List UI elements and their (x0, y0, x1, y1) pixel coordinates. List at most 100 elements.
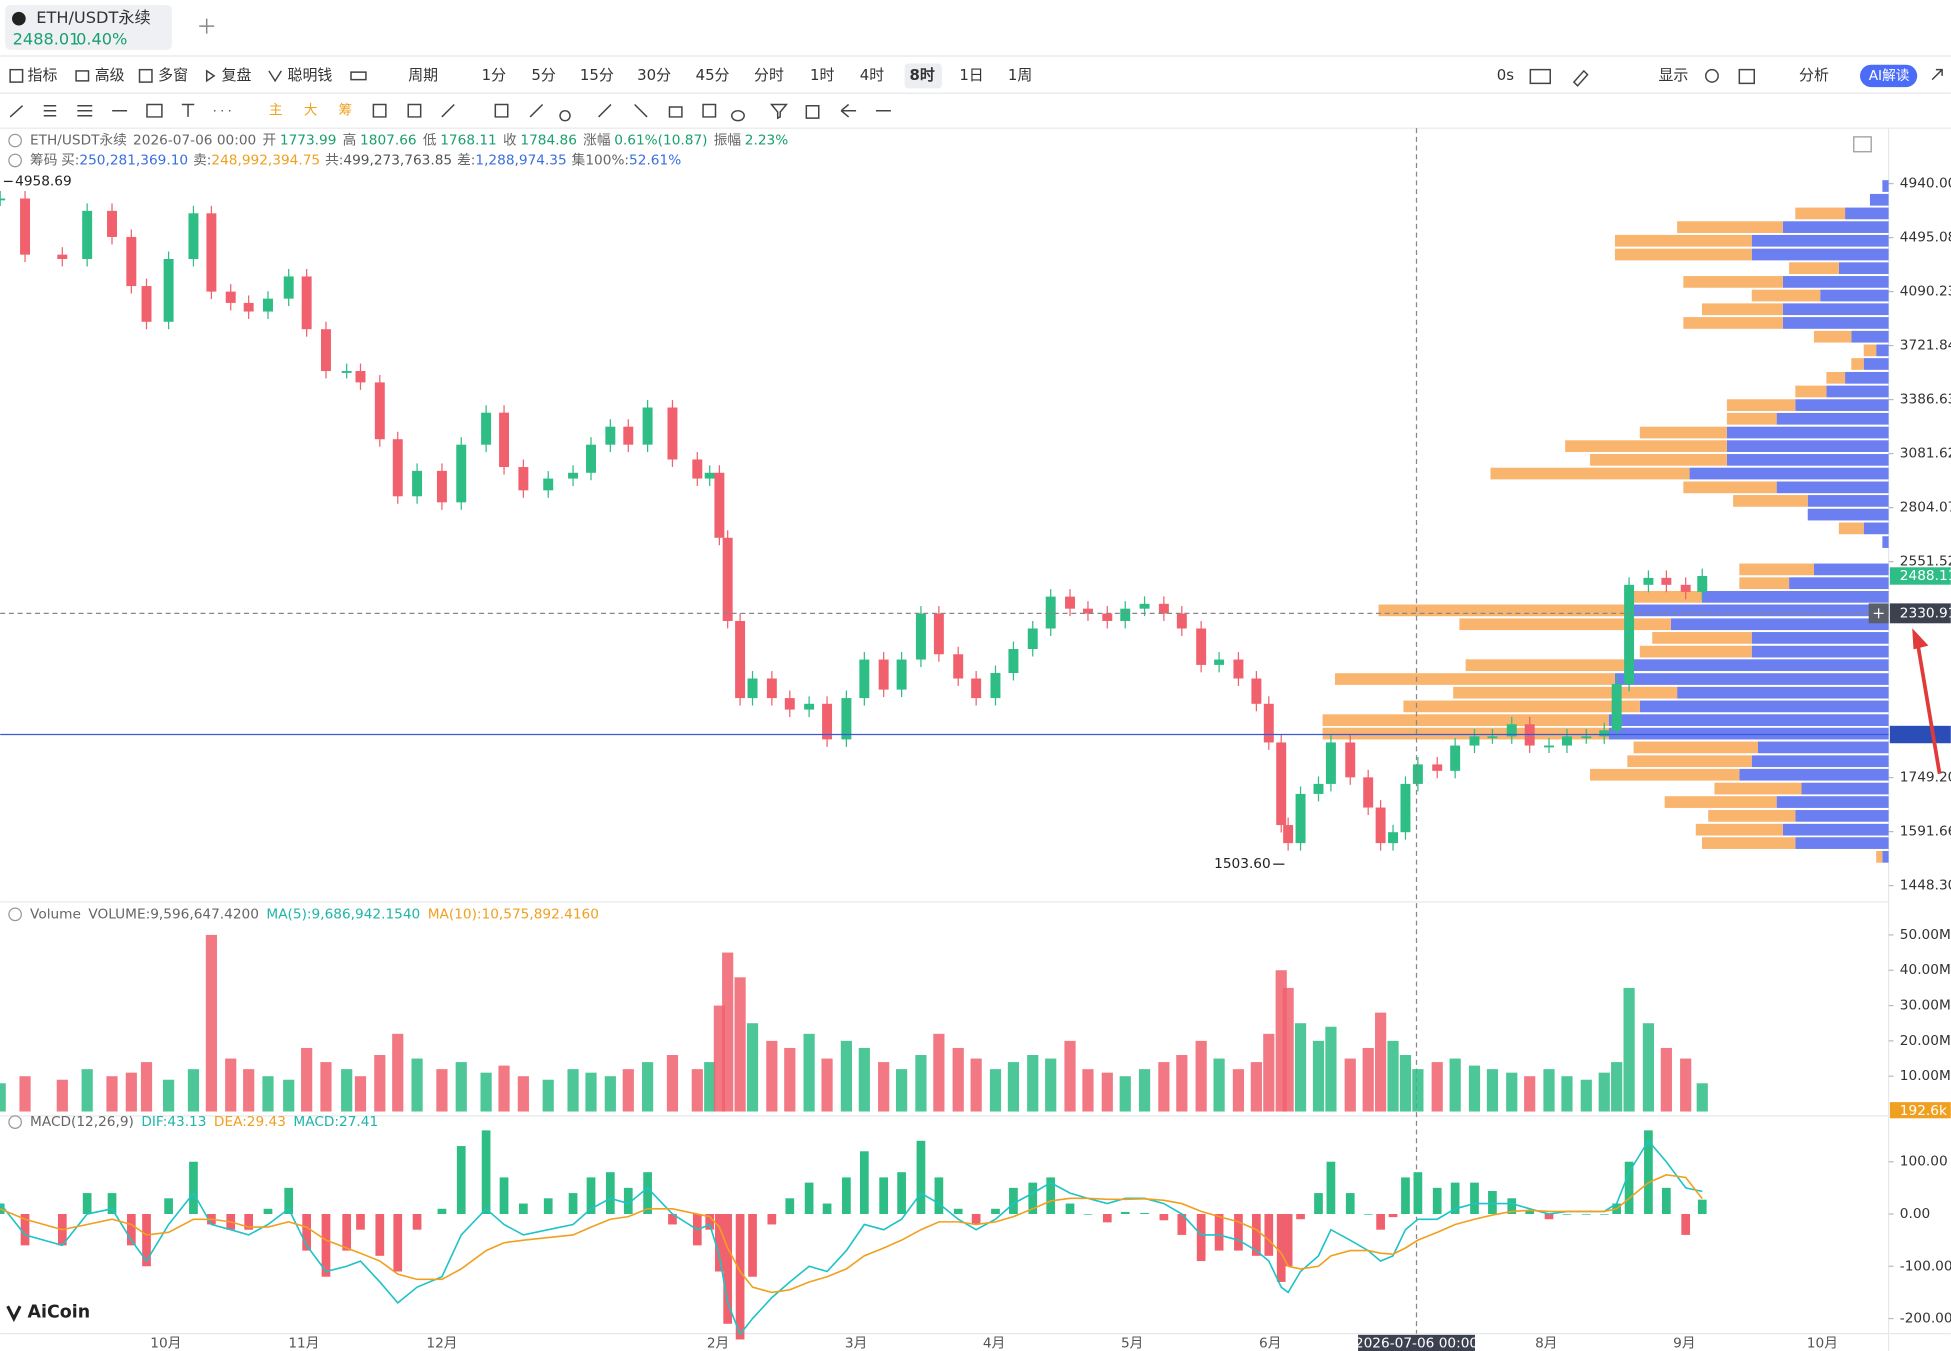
macd-bar (1264, 1213, 1274, 1256)
add-tab[interactable] (199, 18, 215, 34)
toolbar-item[interactable]: 4时 (860, 66, 884, 84)
profile-buy (1702, 591, 1889, 603)
collapse-toggle[interactable] (8, 153, 22, 168)
profile-buy (1726, 454, 1889, 466)
y-tick-label: 20.00M (1900, 1033, 1951, 1049)
profile-sell (1322, 714, 1609, 726)
last-volume-tag (1889, 1102, 1951, 1119)
profile-sell (1378, 604, 1628, 617)
toolbar-item[interactable]: 周期 (408, 66, 438, 84)
toolbar-item[interactable]: 聪明钱 (288, 66, 333, 84)
toolbar-item[interactable]: 1时 (810, 66, 834, 84)
last-volume: 192.6k (1900, 1103, 1947, 1119)
volume-bar (1082, 1069, 1094, 1112)
volume-bar (1007, 1062, 1020, 1112)
profile-buy (1751, 645, 1889, 658)
profile-buy (1776, 481, 1889, 494)
toolbar-item[interactable]: 0s (1497, 66, 1514, 84)
toolbar-item[interactable]: 1周 (1008, 66, 1032, 84)
profile-sell (1876, 850, 1883, 863)
toolbar-item[interactable]: 显示 (1658, 66, 1688, 84)
toolbar-item[interactable]: 分析 (1799, 66, 1829, 84)
candle (933, 613, 944, 655)
toolbar-item[interactable]: 15分 (580, 66, 614, 84)
collapse-toggle[interactable] (8, 133, 22, 148)
toolbar-item[interactable]: 5分 (531, 66, 555, 84)
y-tick-label: -200.00 (1900, 1311, 1951, 1327)
profile-buy (1614, 673, 1889, 685)
volume-bar (1506, 1072, 1518, 1112)
macd-bar (879, 1177, 889, 1214)
ohlc-value: 1773.99 (280, 133, 337, 149)
drawing-tool[interactable]: 筹 (339, 102, 353, 119)
candle (1581, 736, 1592, 739)
candle (320, 329, 331, 372)
macd-bar (735, 1213, 745, 1340)
profile-sell (1322, 727, 1609, 740)
toolbar-item[interactable]: 指标 (28, 66, 58, 84)
expand-chart[interactable] (1853, 136, 1872, 153)
chips-label: 差: (457, 152, 475, 168)
drawing-tool[interactable]: 大 (304, 103, 318, 119)
profile-buy (1689, 467, 1889, 480)
drawing-tools[interactable] (9, 103, 891, 122)
volume-bar (498, 1065, 510, 1112)
macd-bar (715, 1213, 724, 1272)
macd-bar (437, 1208, 447, 1214)
ai-button[interactable] (1859, 64, 1918, 88)
symbol-tab[interactable] (5, 4, 172, 50)
volume-bar (704, 1062, 716, 1112)
toolbar-item[interactable]: AI解读 (1869, 68, 1910, 84)
candle (225, 291, 236, 303)
collapse-toggle[interactable] (8, 1115, 22, 1129)
toolbar-item[interactable]: 复盘 (222, 66, 252, 84)
chips-label: 共: (325, 152, 343, 168)
profile-buy (1751, 234, 1889, 247)
candle (1450, 745, 1461, 771)
profile-sell (1453, 686, 1678, 699)
macd-bar (1214, 1213, 1224, 1251)
drawing-tool[interactable]: 主 (269, 103, 283, 119)
toolbar-item[interactable]: 高级 (95, 66, 125, 84)
profile-buy (1789, 577, 1889, 590)
candle (436, 470, 447, 503)
toolbar-item[interactable]: 45分 (696, 66, 730, 84)
macd-bar (356, 1213, 365, 1230)
logo: AiCoin (28, 1302, 91, 1322)
x-tick-label: 6月 (1259, 1336, 1281, 1351)
volume-bar (436, 1069, 448, 1112)
volume-bar (691, 1069, 703, 1112)
macd-bar (1314, 1193, 1323, 1214)
profile-sell (1795, 385, 1827, 398)
macd-bar (189, 1161, 198, 1214)
toolbar-item[interactable]: 多窗 (158, 66, 188, 84)
volume-bar (766, 1040, 778, 1112)
macd-bar (393, 1213, 403, 1272)
macd-bar (1276, 1213, 1286, 1282)
candle (1697, 576, 1708, 592)
toolbar-item[interactable]: 1分 (482, 66, 506, 84)
candle (1251, 678, 1262, 704)
macd-bar (342, 1213, 352, 1251)
volume-bar (1486, 1069, 1499, 1112)
profile-sell (1751, 289, 1821, 302)
volume-bar (1282, 987, 1294, 1112)
volume-bar (722, 952, 734, 1112)
volume-bar (585, 1072, 597, 1112)
toolbar-item[interactable]: 分时 (754, 66, 784, 84)
toolbar-item[interactable]: 8时 (910, 66, 935, 84)
volume-bar (1045, 1058, 1057, 1112)
panel-title: Volume (30, 906, 81, 922)
profile-buy (1863, 522, 1889, 535)
profile-sell (1702, 837, 1796, 849)
toolbar-item[interactable]: 30分 (637, 66, 671, 84)
macd-bar (1065, 1203, 1075, 1214)
candle (568, 472, 579, 479)
collapse-toggle[interactable] (8, 907, 22, 922)
volume-bar (283, 1079, 295, 1112)
profile-buy (1845, 371, 1889, 384)
profile-sell (1708, 810, 1796, 822)
profile-buy (1876, 344, 1889, 357)
macd-bar (1681, 1213, 1691, 1235)
toolbar-item[interactable]: 1日 (959, 66, 983, 84)
